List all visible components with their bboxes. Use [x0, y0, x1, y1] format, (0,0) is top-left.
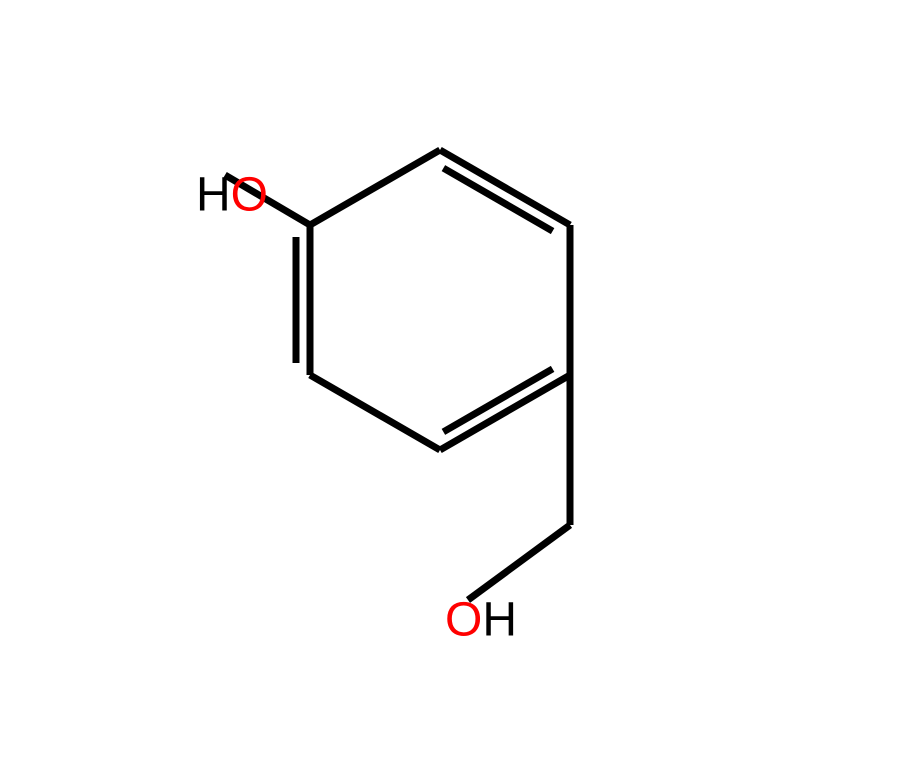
atom-label: OH — [445, 593, 517, 648]
bonds-svg — [0, 0, 897, 777]
chemical-structure-diagram: HO OH — [0, 0, 897, 777]
atom-label: HO — [196, 168, 268, 223]
